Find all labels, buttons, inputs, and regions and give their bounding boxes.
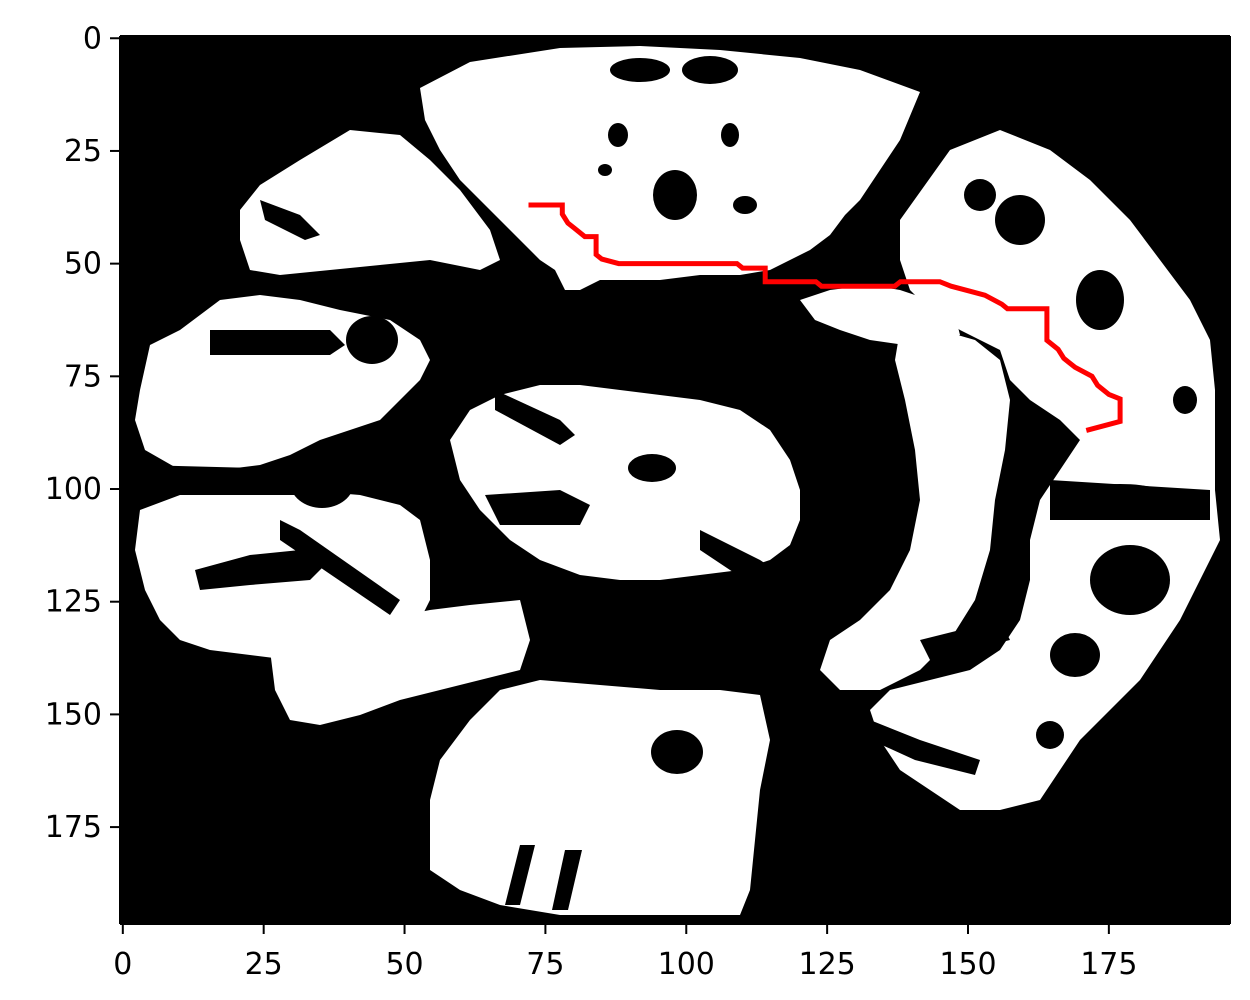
obstacle-blob [1076,270,1124,330]
y-tick-label: 50 [64,247,102,282]
obstacle-blob [721,123,739,147]
obstacle-wall [140,465,330,495]
x-tick-label: 25 [245,947,283,982]
obstacle-blob [1036,721,1064,749]
obstacle-blob [964,179,996,211]
y-tick-label: 100 [45,472,102,507]
obstacle-wall [485,490,590,525]
y-tick-label: 75 [64,359,102,394]
free-space-regions [135,46,1220,915]
obstacle-blob [733,196,757,214]
planned-path [528,202,1123,433]
axes-frame [119,35,1231,925]
obstacle-blob [682,56,738,84]
obstacle-wall [495,390,575,445]
free-region-bottom [430,680,770,915]
obstacle-wall [280,520,400,615]
obstacle-blob [346,316,398,364]
free-region-right-band [820,330,1010,690]
x-tick-label: 0 [113,947,132,982]
x-axis-ticks: 0 25 50 75 100 125 150 175 [113,924,1137,982]
obstacle-wall [552,850,582,910]
x-tick-label: 75 [526,947,564,982]
y-tick-label: 150 [45,697,102,732]
obstacle-wall [210,330,345,355]
obstacle-wall [700,530,840,630]
free-region-top [420,46,920,290]
x-tick-label: 100 [658,947,715,982]
x-tick-label: 50 [385,947,423,982]
obstacle-wall [1050,480,1210,520]
free-region-bottom-left-arm [270,600,530,725]
y-axis-ticks: 0 25 50 75 100 125 150 175 [45,21,120,845]
y-tick-label: 125 [45,585,102,620]
obstacle-blob [598,164,612,176]
obstacle-blob [610,58,670,82]
obstacle-wall [505,845,535,905]
y-tick-label: 25 [64,134,102,169]
obstacle-blob [995,195,1045,245]
obstacle-wall [260,200,320,240]
free-region-far-right [870,130,1220,810]
obstacle-blob [1090,545,1170,615]
obstacle-blob [628,454,676,482]
x-tick-label: 125 [798,947,855,982]
obstacle-blob [1173,386,1197,414]
obstacle-wall [920,620,1010,660]
obstacle-blob [653,170,697,220]
obstacle-wall [815,690,980,775]
obstacle-blobs [140,56,1210,910]
free-region-connector [800,285,960,345]
obstacle-wall [195,550,330,590]
obstacle-blob [651,730,703,774]
obstacle-blob [1050,633,1100,677]
y-tick-label: 175 [45,810,102,845]
free-region-inner-ring [450,385,800,580]
x-tick-label: 175 [1080,947,1137,982]
obstacle-blob [608,123,628,147]
y-tick-label: 0 [83,21,102,56]
x-tick-label: 150 [939,947,996,982]
